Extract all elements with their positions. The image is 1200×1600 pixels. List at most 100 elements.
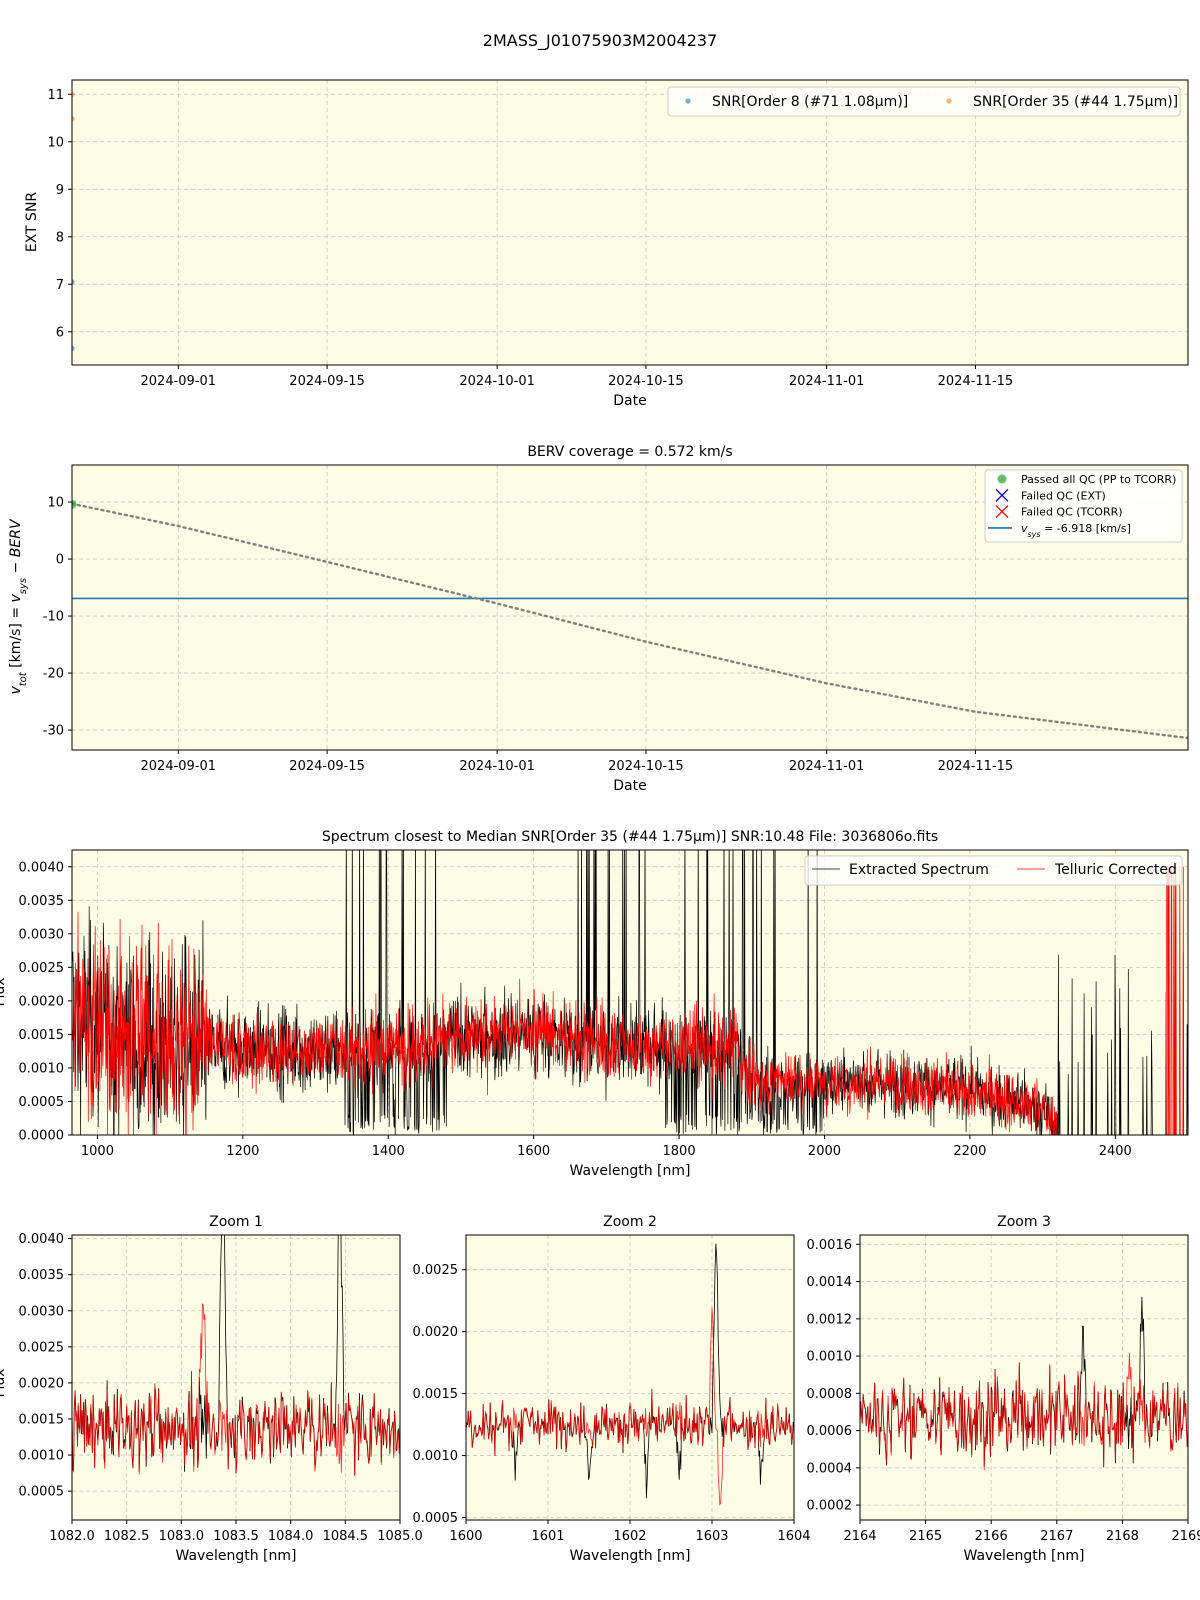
- zoom3-xtick-label: 2167: [1040, 1529, 1073, 1544]
- zoom1-telluric-line: [72, 1303, 400, 1477]
- snr-xtick-label: 2024-10-15: [608, 374, 684, 389]
- berv-xtick-label: 2024-11-15: [938, 759, 1014, 774]
- spectrum-ytick-label: 0.0030: [19, 927, 65, 942]
- zoom3-ytick-label: 0.0006: [807, 1424, 853, 1439]
- snr-xtick-label: 2024-11-01: [789, 374, 865, 389]
- berv-xtick-label: 2024-09-15: [289, 759, 365, 774]
- berv-xtick-label: 2024-10-15: [608, 759, 684, 774]
- zoom2-xtick-label: 1602: [613, 1529, 646, 1544]
- zoom3-xtick-label: 2169: [1171, 1529, 1200, 1544]
- zoom3-ytick-label: 0.0014: [807, 1275, 853, 1290]
- spectrum-ylabel: Flux: [0, 977, 8, 1006]
- spectrum-xtick-label: 1400: [372, 1144, 405, 1159]
- zoom1-content: [72, 1235, 400, 1477]
- berv-xtick-label: 2024-09-01: [141, 759, 217, 774]
- zoom1-title: Zoom 1: [209, 1214, 263, 1230]
- zoom3-frame: [859, 1234, 1189, 1521]
- zoom1-xtick-label: 1083.0: [159, 1529, 205, 1544]
- spectrum-plot-area: [72, 850, 1188, 1135]
- spectrum-ytick-label: 0.0035: [19, 894, 65, 909]
- snr-point: [72, 91, 75, 97]
- zoom1-frame: [71, 1234, 401, 1521]
- zoom3-xtick-label: 2168: [1106, 1529, 1139, 1544]
- snr-legend-label: SNR[Order 35 (#44 1.75μm)]: [973, 94, 1178, 110]
- zoom2-ytick-label: 0.0020: [413, 1325, 459, 1340]
- zoom1-ytick-label: 0.0010: [19, 1449, 65, 1464]
- zoom1-ytick-label: 0.0025: [19, 1340, 65, 1355]
- zoom1-ytick-label: 0.0005: [19, 1485, 65, 1500]
- berv-xtick-label: 2024-10-01: [459, 759, 535, 774]
- zoom2-ytick-label: 0.0010: [413, 1449, 459, 1464]
- zoom2-content: [466, 1243, 794, 1506]
- zoom3-title: Zoom 3: [997, 1214, 1051, 1230]
- zoom3-ytick-label: 0.0012: [807, 1312, 853, 1327]
- spectrum-xtick-label: 1000: [81, 1144, 114, 1159]
- berv-legend-label: Passed all QC (PP to TCORR): [1021, 473, 1176, 486]
- zoom2-ytick-label: 0.0015: [413, 1387, 459, 1402]
- zoom1-ytick-label: 0.0030: [19, 1304, 65, 1319]
- berv-xtick-label: 2024-11-01: [789, 759, 865, 774]
- berv-ytick-label: 10: [47, 496, 64, 511]
- snr-plot-area: [72, 80, 1188, 365]
- snr-content: [72, 91, 75, 351]
- zoom2-frame: [465, 1234, 795, 1521]
- zoom1-xtick-label: 1082.0: [49, 1529, 95, 1544]
- snr-panel: 2024-09-01 2024-09-15 2024-10-01 2024-10-15…: [24, 79, 1189, 409]
- zoom3-ytick-label: 0.0004: [807, 1461, 853, 1476]
- spectrum-xtick-label: 1800: [663, 1144, 696, 1159]
- snr-ytick-label: 11: [47, 88, 64, 103]
- snr-point: [72, 345, 75, 351]
- snr-ytick-label: 6: [56, 325, 64, 340]
- spectrum-frame: [71, 849, 1189, 1136]
- berv-content: [72, 499, 1188, 740]
- spectrum-ytick-label: 0.0015: [19, 1028, 65, 1043]
- berv-ytick-label: 0: [56, 553, 64, 568]
- berv-panel: 2024-09-01 2024-09-15 2024-10-01 2024-10-15…: [8, 444, 1189, 794]
- spectrum-ytick-label: 0.0025: [19, 961, 65, 976]
- berv-legend-box: [984, 469, 1183, 543]
- zoom2-title: Zoom 2: [603, 1214, 657, 1230]
- snr-xlabel: Date: [613, 393, 646, 409]
- zoom2-xtick-label: 1603: [695, 1529, 728, 1544]
- spectrum-legend-label: Extracted Spectrum: [849, 862, 989, 878]
- berv-legend-label: vsys = -6.918 [km/s]: [1021, 522, 1131, 539]
- spectrum-panel: 1000 1200 1400 1600 1800 2000 2200 2400 0.0000 0.…: [0, 829, 1189, 1179]
- berv-ytick-label: -10: [43, 610, 64, 625]
- spectrum-xtick-label: 1200: [226, 1144, 259, 1159]
- berv-legend-marker-failed: [995, 505, 1009, 519]
- spectrum-legend-box: [804, 855, 1183, 886]
- berv-legend-label: Failed QC (TCORR): [1021, 506, 1123, 519]
- snr-legend-marker: [685, 98, 691, 104]
- berv-legend-marker-passed: [997, 474, 1007, 484]
- zoom3-xtick-label: 2165: [909, 1529, 942, 1544]
- spectrum-xtick-label: 2000: [808, 1144, 841, 1159]
- zoom3-xtick-label: 2166: [975, 1529, 1008, 1544]
- berv-legend-label: Failed QC (EXT): [1021, 489, 1106, 502]
- zoom2-ytick-label: 0.0025: [413, 1263, 459, 1278]
- zoom1-ytick-label: 0.0015: [19, 1412, 65, 1427]
- spectrum-ytick-label: 0.0010: [19, 1061, 65, 1076]
- figure-suptitle: 2MASS_J01075903M2004237: [483, 31, 717, 51]
- spectrum-content: [72, 850, 1188, 1135]
- zoom2-xtick-label: 1604: [777, 1529, 810, 1544]
- zoom1-xtick-label: 1084.5: [323, 1529, 369, 1544]
- snr-frame: [71, 79, 1189, 366]
- zoom1-ylabel: Flux: [0, 1368, 8, 1397]
- berv-curve: [72, 502, 1188, 740]
- spectrum-xtick-label: 2400: [1099, 1144, 1132, 1159]
- zoom3-plot-area: [860, 1235, 1188, 1520]
- zoom3-ytick-label: 0.0016: [807, 1238, 853, 1253]
- berv-ytick-label: -30: [43, 724, 64, 739]
- snr-ytick-label: 8: [56, 230, 64, 245]
- berv-ylabel: vtot [km/s] = vsys − BERV: [8, 518, 29, 694]
- zoom1-ytick-label: 0.0035: [19, 1268, 65, 1283]
- berv-ytick-label: -20: [43, 667, 64, 682]
- spectrum-ytick-label: 0.0005: [19, 1095, 65, 1110]
- zoom3-xlabel: Wavelength [nm]: [964, 1548, 1085, 1564]
- berv-frame: [71, 464, 1189, 751]
- spectrum-title: Spectrum closest to Median SNR[Order 35 …: [322, 829, 938, 845]
- zoom2-ytick-label: 0.0005: [413, 1511, 459, 1526]
- snr-legend-label: SNR[Order 8 (#71 1.08μm)]: [712, 94, 908, 110]
- snr-xtick-label: 2024-09-15: [289, 374, 365, 389]
